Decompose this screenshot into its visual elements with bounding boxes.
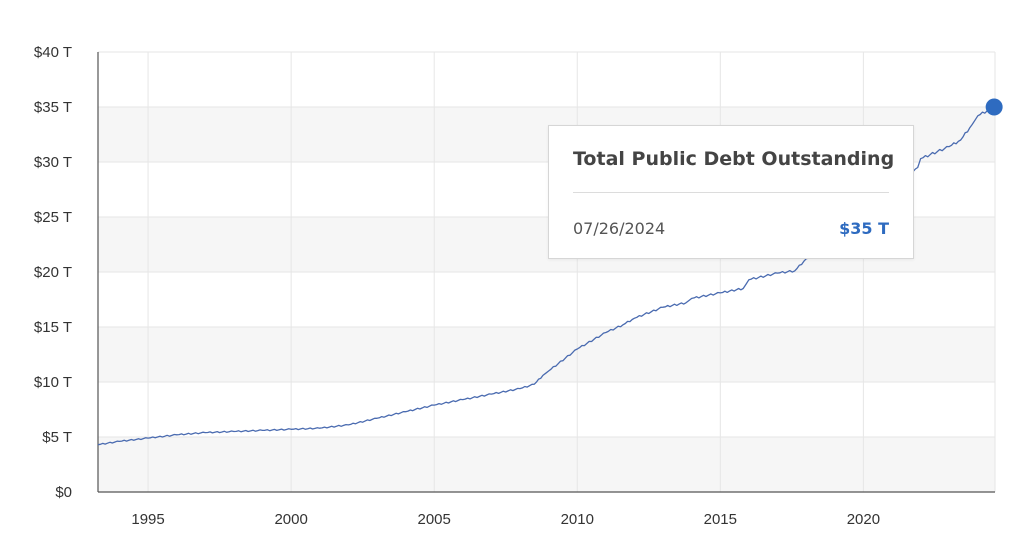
highlight-point[interactable]	[985, 98, 1003, 116]
x-tick-label: 1995	[131, 511, 164, 528]
x-tick-label: 2010	[561, 511, 594, 528]
y-tick-label: $25 T	[34, 209, 72, 226]
y-tick-label: $35 T	[34, 99, 72, 116]
y-tick-label: $40 T	[34, 44, 72, 61]
y-tick-label: $0	[55, 484, 72, 501]
x-axis: 1995 2000 2005 2010 2015 2020	[98, 491, 995, 528]
band	[98, 437, 995, 492]
y-tick-label: $10 T	[34, 374, 72, 391]
x-tick-label: 2015	[704, 511, 737, 528]
x-tick-label: 2000	[274, 511, 307, 528]
tooltip: Total Public Debt Outstanding 07/26/2024…	[548, 125, 914, 259]
y-axis: $0 $5 T $10 T $15 T $20 T $25 T $30 T $35 T $40 …	[34, 44, 99, 501]
x-tick-label: 2005	[418, 511, 451, 528]
tooltip-title: Total Public Debt Outstanding	[573, 148, 895, 170]
y-tick-label: $30 T	[34, 154, 72, 171]
tooltip-date: 07/26/2024	[573, 219, 666, 238]
tooltip-value: $35 T	[839, 219, 889, 238]
band	[98, 327, 995, 382]
tooltip-divider	[573, 192, 889, 193]
x-tick-label: 2020	[847, 511, 880, 528]
y-tick-label: $15 T	[34, 319, 72, 336]
y-tick-label: $20 T	[34, 264, 72, 281]
y-tick-label: $5 T	[42, 429, 72, 446]
